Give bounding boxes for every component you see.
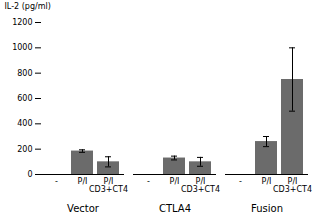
svg-text:Vector: Vector (67, 203, 100, 214)
svg-text:P/ICD3+CT4: P/ICD3+CT4 (181, 177, 220, 194)
svg-text:IL-2 (pg/ml): IL-2 (pg/ml) (5, 2, 51, 11)
svg-text:400: 400 (17, 119, 32, 128)
svg-text:P/I: P/I (170, 177, 180, 186)
svg-text:CTLA4: CTLA4 (159, 203, 191, 214)
svg-text:200: 200 (17, 145, 32, 154)
svg-text:-: - (239, 177, 242, 186)
svg-text:600: 600 (17, 94, 32, 103)
svg-text:Fusion: Fusion (251, 203, 283, 214)
svg-text:-: - (55, 177, 58, 186)
svg-text:P/ICD3+CT4: P/ICD3+CT4 (273, 177, 312, 194)
svg-text:1000: 1000 (12, 43, 32, 52)
svg-text:1200: 1200 (12, 18, 32, 27)
svg-text:P/I: P/I (262, 177, 272, 186)
svg-text:P/I: P/I (78, 177, 88, 186)
svg-text:-: - (147, 177, 150, 186)
svg-text:800: 800 (17, 69, 32, 78)
svg-text:0: 0 (27, 170, 32, 179)
svg-text:P/ICD3+CT4: P/ICD3+CT4 (89, 177, 128, 194)
